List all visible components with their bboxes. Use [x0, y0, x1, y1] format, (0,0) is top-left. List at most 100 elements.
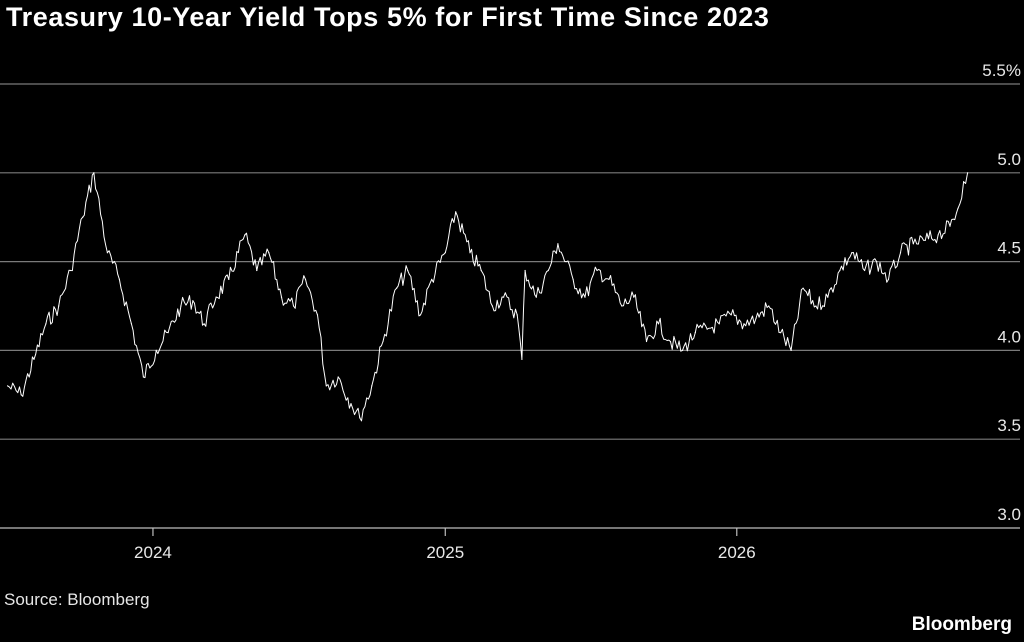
data-point	[621, 305, 623, 307]
data-point	[851, 252, 853, 254]
data-point	[167, 332, 169, 334]
chart-title: Treasury 10-Year Yield Tops 5% for First…	[6, 2, 770, 32]
data-point	[382, 340, 384, 343]
data-point	[491, 305, 493, 307]
data-point	[657, 323, 660, 325]
data-point	[155, 349, 157, 351]
data-point	[937, 234, 939, 236]
data-point	[192, 300, 194, 302]
data-point	[876, 261, 878, 263]
data-point	[280, 296, 283, 298]
data-point	[407, 269, 409, 272]
data-point	[244, 234, 246, 236]
data-point	[93, 172, 95, 174]
data-point	[694, 332, 696, 334]
data-point	[58, 305, 60, 307]
data-point	[337, 376, 339, 378]
data-point	[469, 252, 471, 254]
data-point	[359, 417, 361, 419]
y-tick-label: 4.5	[997, 239, 1021, 258]
data-point	[45, 323, 47, 325]
data-point	[118, 278, 120, 280]
gridlines	[0, 83, 1020, 529]
data-point	[584, 296, 586, 298]
data-point	[516, 314, 518, 316]
data-point	[547, 269, 549, 272]
data-point	[608, 278, 610, 280]
data-point	[912, 243, 914, 245]
data-point	[924, 239, 926, 241]
data-point	[596, 269, 598, 272]
data-point	[371, 385, 373, 387]
data-point	[444, 252, 446, 254]
x-tick-label: 2026	[718, 543, 756, 562]
data-point	[730, 314, 732, 316]
data-point	[524, 269, 526, 272]
y-axis-labels: 5.5% 5.0 4.5 4.0 3.5 3.0	[982, 61, 1021, 524]
data-point	[180, 305, 182, 307]
data-point	[706, 328, 708, 330]
data-point	[899, 252, 902, 254]
data-point	[669, 340, 672, 343]
data-point	[396, 287, 398, 289]
series-line	[7, 172, 969, 422]
y-tick-label: 4.0	[997, 327, 1021, 346]
data-point	[681, 349, 684, 351]
data-point	[33, 358, 35, 360]
y-tick-label: 5.5%	[982, 61, 1021, 80]
data-point	[633, 296, 635, 298]
data-point	[755, 317, 757, 319]
data-point	[790, 349, 792, 351]
data-point	[228, 278, 230, 280]
data-point	[325, 385, 327, 387]
data-point	[839, 269, 841, 272]
data-point	[70, 269, 72, 272]
data-point	[967, 172, 969, 174]
data-point	[864, 269, 866, 272]
data-point	[106, 252, 108, 254]
x-tick-label: 2025	[426, 543, 464, 562]
data-point	[480, 269, 482, 272]
data-point	[557, 243, 559, 245]
data-point	[203, 323, 205, 325]
data-point	[142, 376, 144, 378]
data-point	[130, 323, 132, 325]
data-point	[268, 252, 270, 254]
data-point	[431, 278, 433, 280]
data-point	[82, 216, 84, 218]
data-point	[20, 394, 22, 396]
x-axis-ticks: 2024 2025 2026	[134, 528, 756, 562]
data-point	[802, 287, 804, 289]
data-point	[887, 278, 890, 280]
data-point	[718, 323, 720, 325]
y-tick-label: 3.5	[997, 416, 1021, 435]
data-point	[743, 323, 745, 325]
y-tick-label: 5.0	[997, 150, 1021, 169]
data-point	[827, 296, 829, 298]
data-point	[7, 385, 9, 387]
data-point	[957, 207, 959, 209]
data-point	[256, 269, 258, 272]
bloomberg-logo: Bloomberg	[911, 614, 1012, 635]
data-point	[419, 314, 422, 316]
data-point	[316, 314, 319, 316]
data-point	[815, 305, 817, 307]
y-tick-label: 3.0	[997, 505, 1021, 524]
data-point	[521, 358, 523, 360]
data-point	[304, 278, 307, 280]
x-tick-label: 2024	[134, 543, 172, 562]
data-point	[350, 403, 352, 405]
data-point	[949, 225, 951, 227]
data-point	[535, 296, 537, 298]
data-point	[780, 332, 782, 334]
data-point	[645, 340, 648, 343]
data-point	[455, 211, 457, 213]
data-point	[768, 305, 770, 307]
data-point	[963, 181, 965, 183]
data-point	[215, 296, 217, 298]
yield-series	[7, 172, 969, 422]
source-note: Source: Bloomberg	[4, 590, 150, 609]
data-point	[292, 305, 295, 307]
data-point	[572, 278, 574, 280]
